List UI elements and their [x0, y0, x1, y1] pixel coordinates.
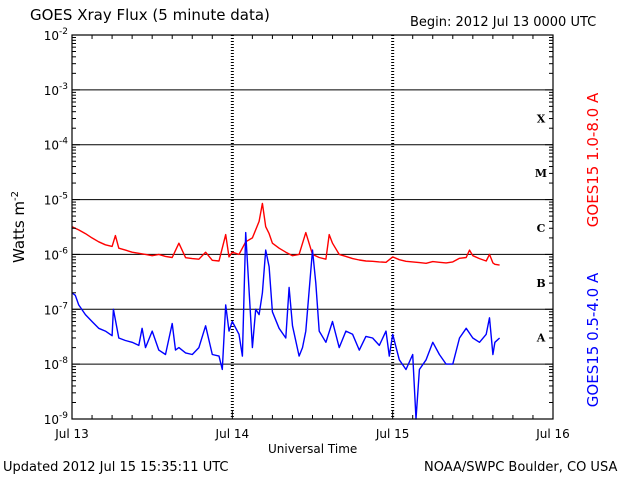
x-tick-label: Jul 13: [54, 427, 89, 441]
x-tick-label: Jul 16: [535, 427, 570, 441]
flare-class-label: M: [535, 167, 547, 180]
legend-short-channel: GOES15 0.5-4.0 A: [584, 272, 602, 407]
y-tick-label: 10-3: [44, 82, 68, 98]
y-tick-label: 10-7: [44, 301, 68, 317]
series-short-channel-line: [71, 231, 501, 420]
credit-label: NOAA/SWPC Boulder, CO USA: [424, 460, 618, 475]
grid-layer: [72, 35, 553, 419]
x-tick-label: Jul 14: [215, 427, 250, 441]
x-axis-title: Universal Time: [268, 442, 358, 456]
y-tick-label: 10-9: [44, 411, 69, 427]
flare-class-label: X: [537, 112, 546, 125]
y-tick-label: 10-2: [44, 27, 68, 43]
plot-frame: [71, 34, 554, 420]
chart-title: GOES Xray Flux (5 minute data): [30, 6, 270, 24]
flare-class-label: B: [536, 277, 545, 290]
x-tick-label: Jul 15: [375, 427, 410, 441]
y-tick-label: 10-5: [44, 192, 68, 208]
flare-class-label: A: [536, 332, 546, 345]
updated-timestamp: Updated 2012 Jul 15 15:35:11 UTC: [3, 460, 229, 475]
y-tick-label: 10-8: [44, 356, 69, 372]
legend-long-channel: GOES15 1.0-8.0 A: [584, 92, 602, 227]
axis-layer: 10-9 10-8 10-7 10-6 10-5 10-4 10-3 10-2 Jul 13 Ju…: [10, 27, 602, 441]
y-tick-label: 10-4: [44, 137, 69, 153]
flare-class-label: C: [537, 222, 546, 235]
series-layer: [71, 202, 501, 420]
y-axis-title: Watts m-2: [10, 191, 28, 263]
series-long-channel-line: [71, 202, 500, 266]
begin-date-label: Begin: 2012 Jul 13 0000 UTC: [410, 15, 597, 30]
y-tick-label: 10-6: [44, 246, 69, 262]
